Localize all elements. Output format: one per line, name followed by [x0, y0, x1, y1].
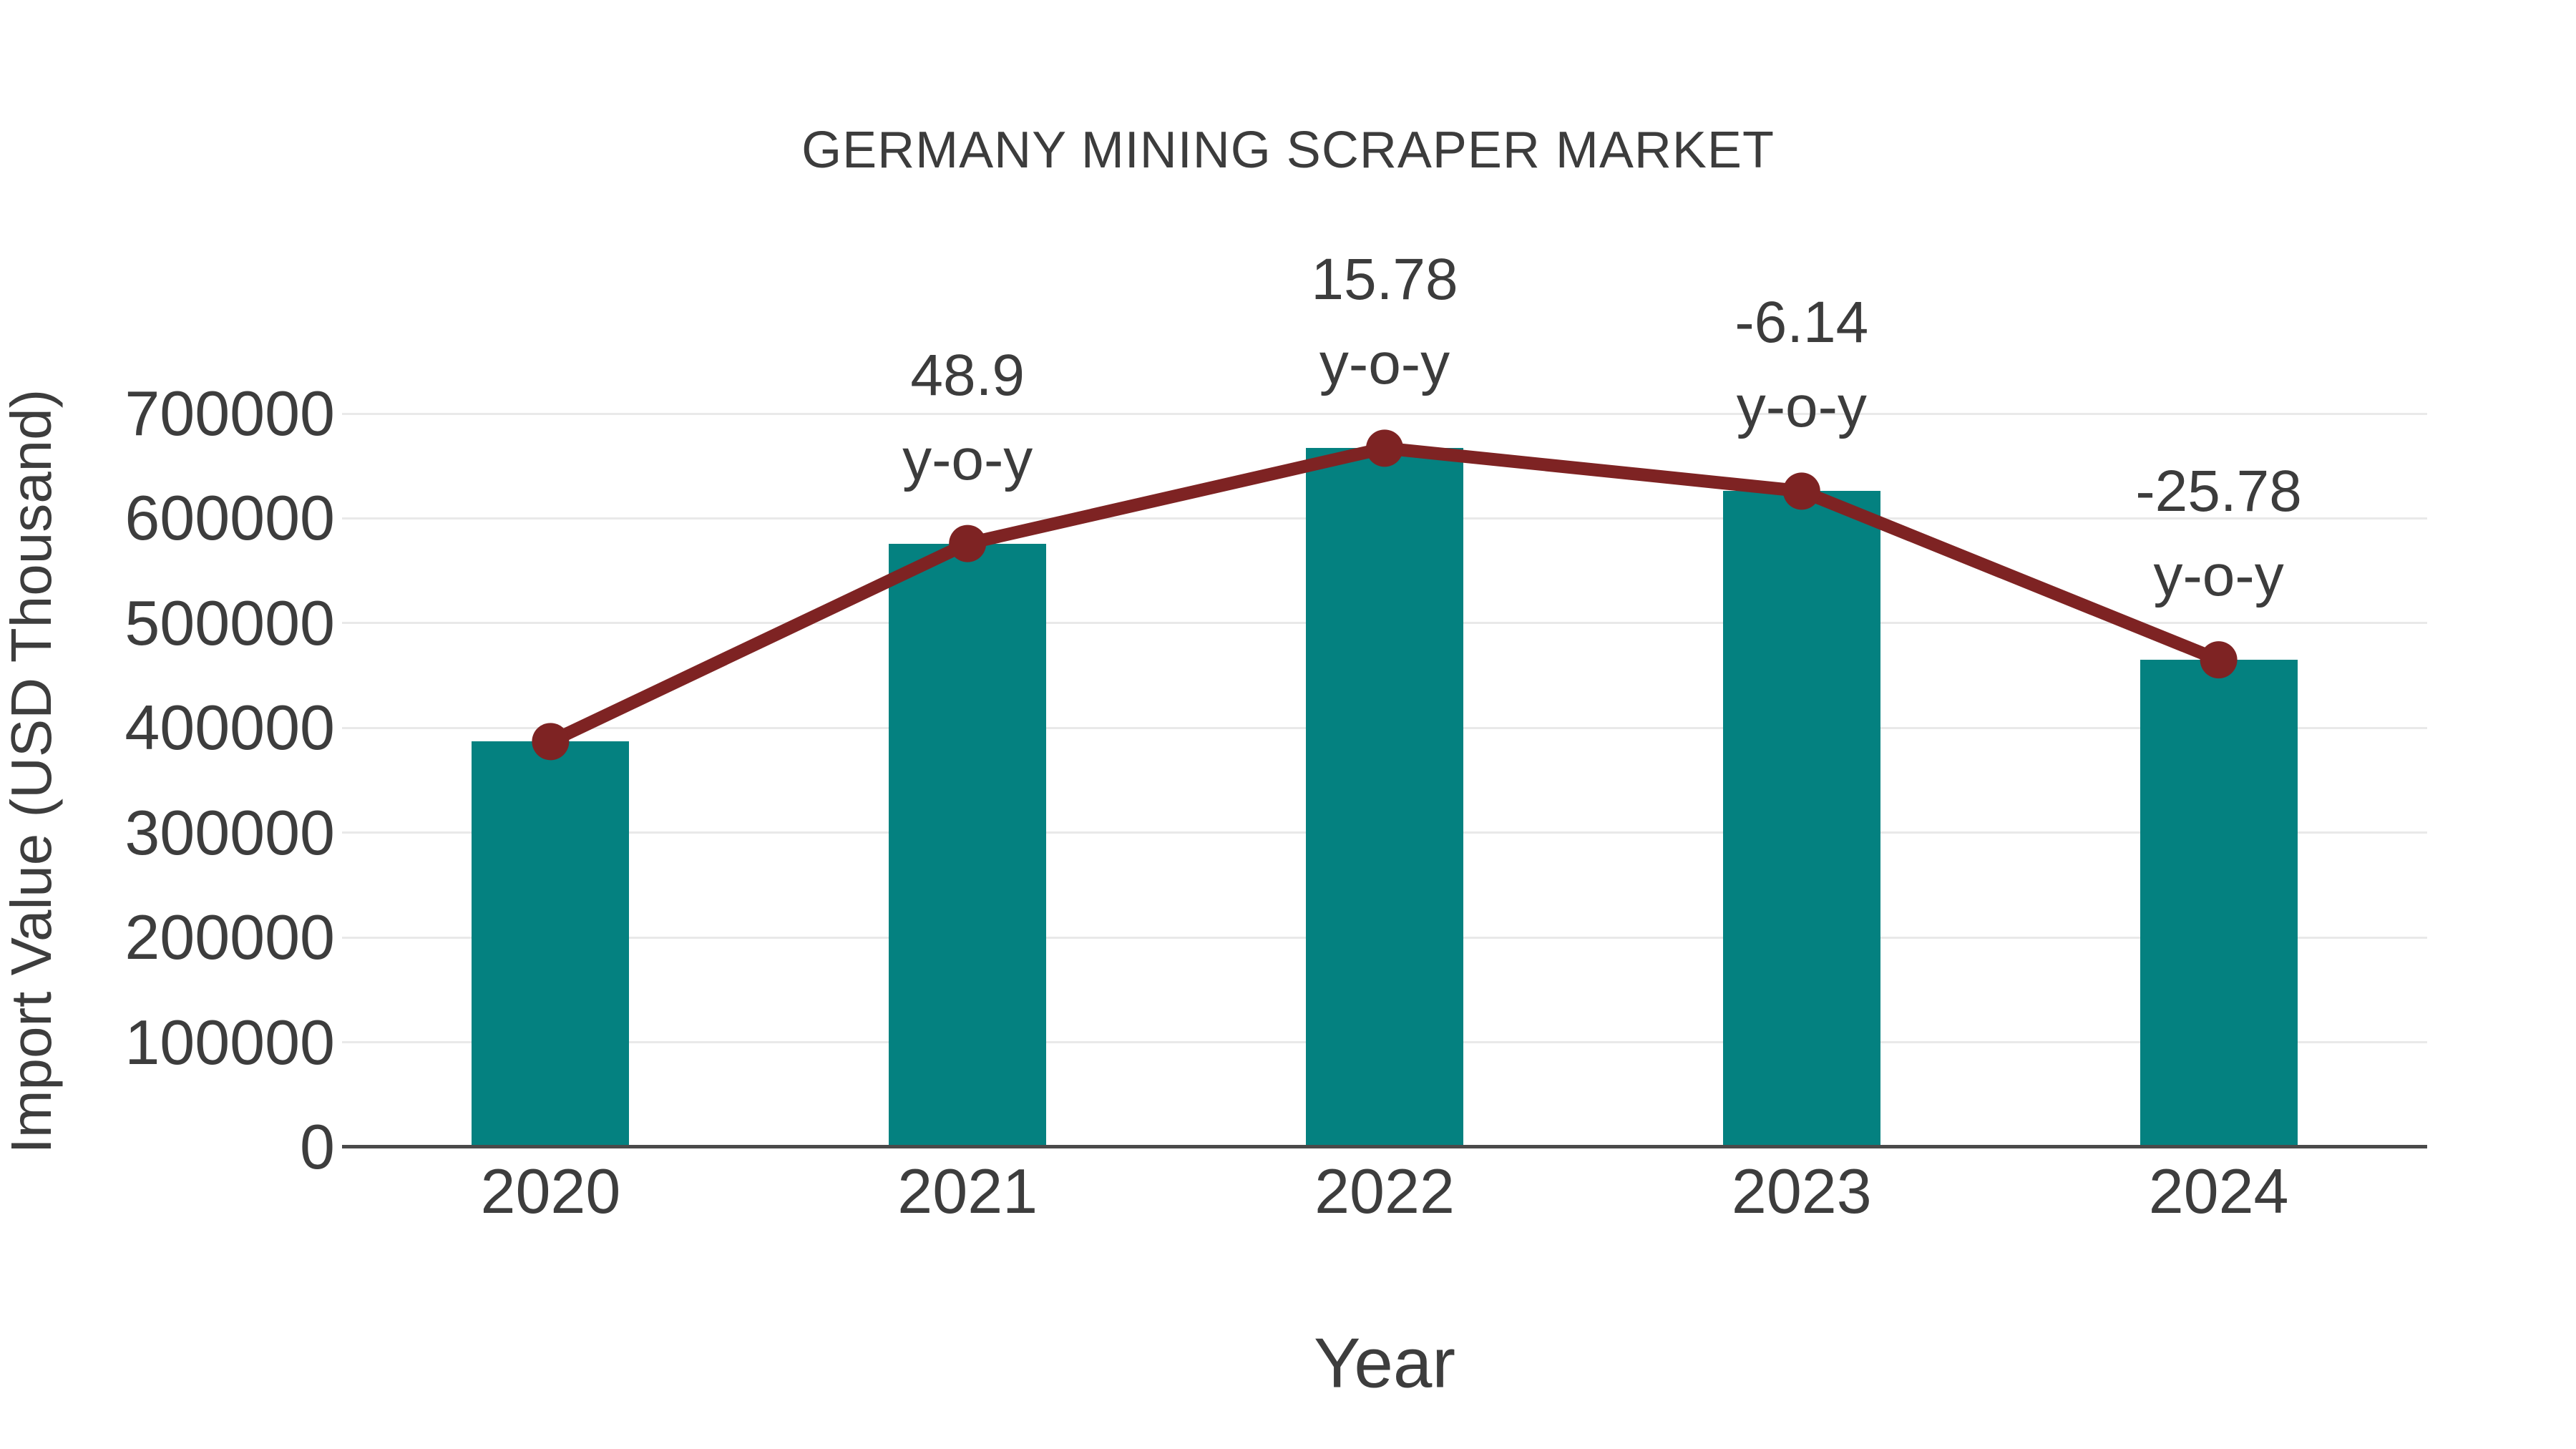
annotation-2022: 15.78 y-o-y: [1311, 238, 1458, 406]
annotation-2023: -6.14 y-o-y: [1735, 280, 1868, 449]
bar-2023: [1722, 491, 1880, 1147]
yoy-suffix-2024: y-o-y: [2153, 543, 2284, 609]
yoy-line-chart: [532, 429, 2238, 761]
marker-2022: [1366, 429, 1403, 467]
marker-2023: [1782, 472, 1820, 510]
bar-2024: [2140, 660, 2298, 1147]
yoy-suffix-2022: y-o-y: [1319, 331, 1450, 397]
yoy-suffix-2021: y-o-y: [902, 426, 1033, 492]
plot-area: [342, 412, 2427, 1148]
yoy-value-2022: 15.78: [1311, 247, 1458, 313]
y-tick-600000: 600000: [125, 482, 335, 554]
x-tick-2023: 2023: [1731, 1156, 1872, 1226]
bar-2021: [889, 543, 1047, 1147]
y-tick-400000: 400000: [125, 692, 335, 763]
yoy-suffix-2023: y-o-y: [1736, 374, 1867, 440]
yoy-line: [547, 441, 2221, 748]
chart-title: GERMANY MINING SCRAPER MARKET: [801, 122, 1775, 179]
x-tick-2021: 2021: [897, 1156, 1038, 1226]
x-tick-2024: 2024: [2148, 1156, 2289, 1226]
yoy-value-2021: 48.9: [910, 342, 1025, 408]
y-tick-100000: 100000: [125, 1006, 335, 1078]
y-tick-200000: 200000: [125, 902, 335, 973]
yoy-value-2024: -25.78: [2135, 459, 2302, 525]
marker-2024: [2200, 641, 2238, 679]
marker-2020: [532, 723, 570, 761]
bar-2022: [1306, 448, 1463, 1147]
y-tick-500000: 500000: [125, 587, 335, 658]
y-tick-300000: 300000: [125, 796, 335, 868]
annotation-2021: 48.9 y-o-y: [902, 333, 1033, 502]
x-tick-2022: 2022: [1314, 1156, 1455, 1226]
gridline-700000: [342, 412, 2427, 415]
annotation-2024: -25.78 y-o-y: [2135, 449, 2302, 618]
x-axis-line: [342, 1145, 2427, 1148]
x-axis-title: Year: [1313, 1323, 1456, 1402]
x-tick-2020: 2020: [480, 1156, 621, 1226]
bar-2020: [472, 741, 630, 1147]
yoy-value-2023: -6.14: [1735, 290, 1869, 356]
y-tick-700000: 700000: [125, 378, 335, 449]
y-tick-0: 0: [300, 1111, 335, 1182]
marker-2021: [949, 525, 987, 562]
